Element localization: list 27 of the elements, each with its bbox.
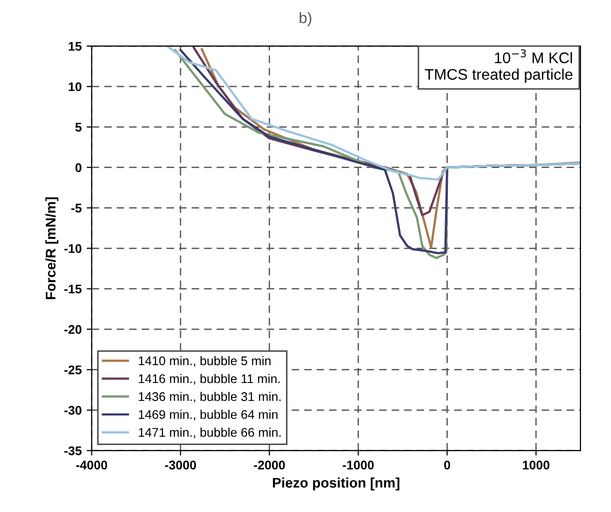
legend-label: 1436 min., bubble 31 min. — [138, 392, 281, 403]
line-series — [166, 46, 580, 181]
y-tick-label: 10 — [68, 82, 82, 92]
y-tick-label: -25 — [64, 365, 82, 374]
y-tick-label: -10 — [64, 244, 82, 253]
x-tick-label: -1000 — [342, 460, 374, 470]
y-tick-label: -35 — [64, 446, 82, 456]
x-tick-label: 0 — [444, 460, 450, 470]
y-tick-label: -5 — [71, 204, 82, 213]
chart-title: b) — [300, 12, 312, 26]
y-tick-label: -20 — [64, 325, 82, 334]
y-tick-label: -15 — [64, 284, 82, 294]
annotation: 10$^{−3}$ M KCl TMCS treated particle — [424, 49, 572, 83]
y-tick-label: -30 — [64, 406, 82, 415]
y-axis-title: Force/R [mN/m] — [45, 197, 58, 300]
x-tick-label: -2000 — [254, 460, 285, 470]
legend-label: 1416 min., bubble 11 min. — [138, 374, 280, 385]
x-tick-label: 1000 — [522, 460, 550, 470]
x-tick-label: -4000 — [76, 460, 108, 470]
x-tick-label: -3000 — [165, 460, 196, 470]
legend-label: 1410 min., bubble 5 min — [138, 356, 271, 367]
legend-label: 1471 min., bubble 66 min. — [138, 428, 281, 438]
y-tick-label: 15 — [68, 42, 82, 51]
x-axis-title: Piezo position [nm] — [272, 477, 400, 490]
y-tick-label: 0 — [75, 163, 82, 172]
legend-label: 1469 min., bubble 64 min — [138, 410, 278, 420]
y-tick-label: 5 — [75, 122, 82, 132]
